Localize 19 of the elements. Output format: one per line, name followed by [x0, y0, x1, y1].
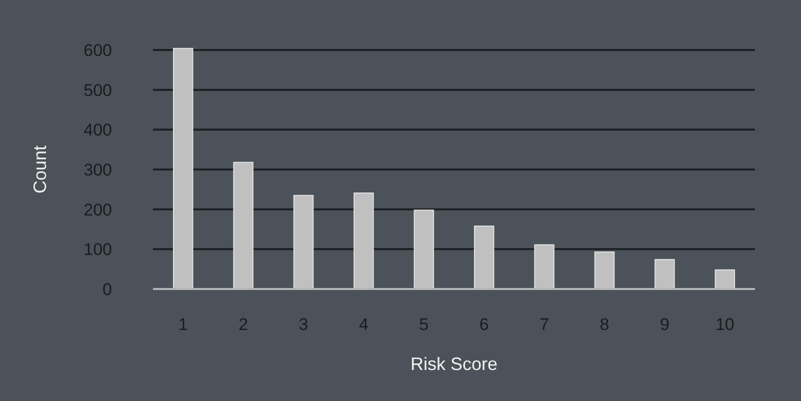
- y-tick-label: 500: [84, 80, 112, 100]
- x-tick-label: 10: [715, 315, 734, 334]
- y-tick-label: 0: [102, 280, 112, 299]
- x-tick-label: 5: [419, 315, 429, 334]
- y-tick-label: 400: [84, 120, 112, 140]
- y-tick-label: 200: [84, 200, 112, 220]
- y-tick-label: 600: [84, 40, 112, 60]
- x-tick-label: 3: [298, 315, 308, 334]
- x-axis-title: Risk Score: [410, 354, 498, 374]
- x-tick-label: 7: [540, 315, 550, 334]
- x-tick-label: 2: [238, 315, 248, 334]
- x-tick-label: 4: [358, 315, 368, 334]
- x-tick-label: 8: [600, 315, 610, 334]
- x-tick-label: 1: [178, 315, 188, 334]
- y-tick-label: 300: [84, 160, 112, 180]
- y-axis-title: Count: [30, 145, 50, 194]
- x-tick-label: 9: [660, 315, 670, 334]
- y-tick-label: 100: [84, 240, 112, 260]
- x-tick-label: 6: [479, 315, 489, 334]
